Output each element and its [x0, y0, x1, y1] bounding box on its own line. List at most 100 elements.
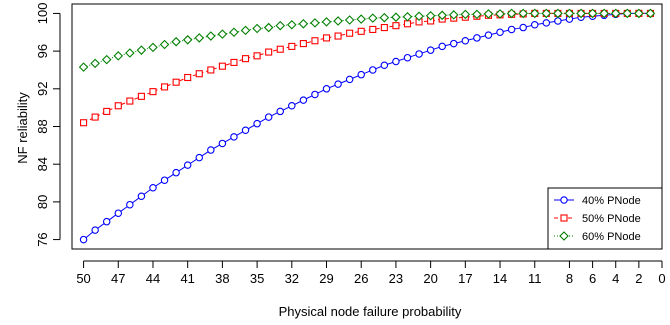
- series-1-point: [195, 153, 204, 162]
- series-1-point: [334, 80, 342, 88]
- series-2-point: [160, 83, 169, 91]
- x-tick-label: 44: [146, 271, 160, 286]
- legend-marker: [560, 196, 568, 204]
- series-1-point: [114, 209, 123, 217]
- series-3-point: [263, 22, 274, 33]
- y-tick-label: 84: [35, 157, 50, 171]
- series-1-point: [91, 226, 99, 234]
- series-1-point: [530, 20, 539, 29]
- plot-frame: [71, 3, 663, 250]
- series-2-point: [184, 73, 192, 82]
- series-1-point: [496, 28, 504, 37]
- legend-label: 40% PNode: [582, 195, 641, 207]
- series-3-point: [240, 25, 251, 36]
- x-tick-label: 29: [319, 271, 333, 286]
- x-tick-label: 35: [250, 271, 264, 286]
- x-axis: 50 47 44 41 38 35 32 29 26 23 20 17 14 11 8 6 4 2 0: [76, 260, 666, 286]
- series-2-point: [80, 119, 88, 127]
- series-3-point: [402, 11, 413, 22]
- series-1-point: [288, 102, 296, 110]
- series-3-point: [113, 51, 124, 61]
- series-3-point: [506, 8, 517, 19]
- series-2-point: [276, 45, 284, 53]
- series-2-point: [380, 24, 388, 32]
- series-2-point: [137, 92, 145, 100]
- x-tick-label: 6: [589, 271, 596, 286]
- series-1-point: [484, 31, 493, 39]
- series-2-point: [114, 102, 122, 110]
- series-1-point: [322, 85, 331, 93]
- y-tick-label: 76: [35, 232, 50, 246]
- x-tick-label: 11: [528, 271, 542, 286]
- series-1-point: [450, 39, 458, 48]
- x-tick-label: 14: [493, 271, 507, 286]
- legend-label: 60% PNode: [582, 231, 641, 243]
- series-2-point: [369, 25, 377, 33]
- series-1-point: [102, 217, 111, 226]
- series-1-point: [426, 46, 435, 54]
- series-3-point: [379, 12, 390, 23]
- series-2-point: [230, 58, 238, 66]
- legend-item: 50% PNode: [554, 213, 641, 225]
- x-axis-title: Physical node failure probability: [279, 304, 462, 319]
- series-1-point: [473, 34, 481, 42]
- series-2-point: [91, 113, 99, 121]
- legend-item: 40% PNode: [554, 195, 641, 207]
- series-3-point: [159, 39, 170, 50]
- legend: 40% PNode 50% PNode 60% PNode: [547, 187, 663, 250]
- series-1-point: [415, 50, 423, 58]
- legend-marker: [559, 231, 569, 241]
- x-tick-label: 23: [389, 271, 403, 286]
- series-1-point: [264, 113, 273, 121]
- x-tick-label: 38: [215, 271, 229, 286]
- x-tick-label: 50: [76, 271, 90, 286]
- series-2-point: [311, 37, 319, 45]
- series-1-point: [380, 61, 389, 69]
- series-1-point: [137, 192, 146, 200]
- series-3-point: [622, 8, 633, 19]
- x-tick-label: 41: [180, 271, 194, 286]
- series-3-point: [148, 42, 158, 53]
- series-2-point: [172, 78, 180, 86]
- x-tick-label: 47: [111, 271, 125, 286]
- series-2: [80, 9, 654, 127]
- series-1-point: [183, 161, 192, 169]
- series-2-point: [265, 48, 273, 56]
- series-2-point: [103, 107, 111, 115]
- series-2-point: [288, 42, 296, 50]
- series-3-point: [472, 9, 482, 20]
- x-tick-label: 4: [612, 271, 619, 286]
- series-3-point: [541, 8, 552, 19]
- series-1-point: [149, 184, 157, 192]
- series-3-point: [587, 8, 598, 19]
- series-3-point: [298, 19, 309, 29]
- series-1-point: [172, 168, 180, 177]
- x-tick-label: 17: [458, 271, 472, 286]
- series-1-point: [392, 57, 400, 66]
- series-3-point: [414, 11, 424, 22]
- series-2-point: [299, 40, 307, 48]
- x-tick-label: 20: [423, 271, 437, 286]
- series-3-point: [645, 8, 656, 19]
- series-2-point: [253, 52, 261, 60]
- series-3-point: [483, 9, 494, 19]
- series-1-point: [241, 126, 250, 135]
- y-axis: 76 80 84 88 92 96 100: [35, 3, 61, 247]
- series-2-point: [126, 97, 134, 105]
- series-3-point: [333, 16, 343, 26]
- series-1-point: [253, 119, 261, 128]
- series-3-point: [171, 36, 181, 47]
- series-2-point: [149, 88, 157, 96]
- series-1-point: [357, 70, 365, 79]
- y-tick-label: 96: [35, 44, 50, 58]
- series-3-point: [287, 19, 297, 30]
- series-3-point: [634, 8, 644, 19]
- series-1-point: [126, 200, 134, 209]
- series-1-point: [311, 90, 319, 99]
- series-3-point: [217, 29, 228, 39]
- series-1-point: [79, 235, 88, 244]
- series-3-point: [599, 8, 609, 19]
- series-3-point: [194, 33, 205, 43]
- series-1-point: [276, 107, 284, 116]
